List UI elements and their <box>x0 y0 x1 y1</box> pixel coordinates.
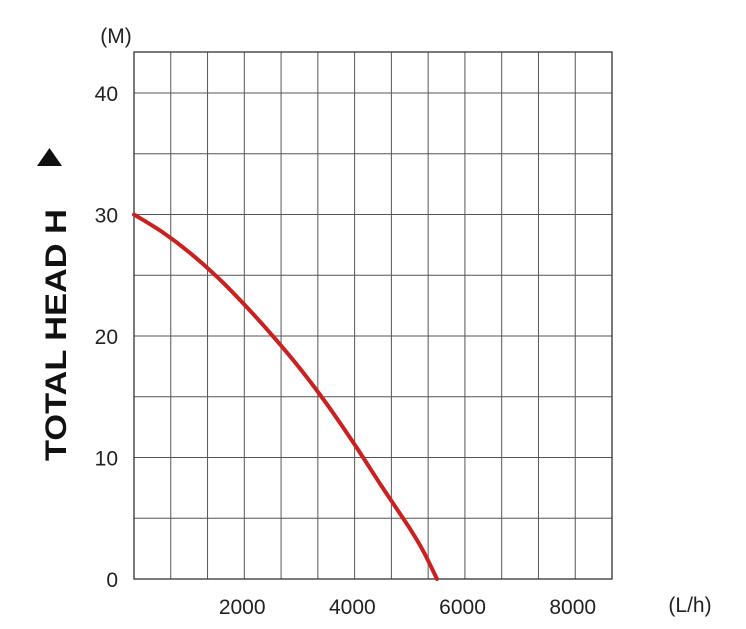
series-line <box>132 212 439 581</box>
y-axis-label: TOTAL HEAD H <box>40 209 73 461</box>
plot-frame <box>133 51 613 580</box>
x-tick-label: 8000 <box>549 596 596 619</box>
y-tick-label: 10 <box>95 448 118 471</box>
grid <box>134 51 612 579</box>
x-tick-labels: 2000 4000 6000 8000 <box>219 596 596 619</box>
y-tick-label: 40 <box>95 83 118 106</box>
y-axis-arrow-icon <box>37 148 62 166</box>
y-tick-label: 30 <box>95 205 118 228</box>
y-tick-labels: 0 10 20 30 40 <box>95 83 118 592</box>
x-tick-label: 2000 <box>219 596 266 619</box>
plot-border <box>133 51 613 580</box>
y-tick-label: 0 <box>106 569 118 592</box>
y-unit-label: (M) <box>100 25 131 48</box>
x-tick-label: 4000 <box>329 596 376 619</box>
x-tick-label: 6000 <box>439 596 486 619</box>
y-tick-label: 20 <box>95 326 118 349</box>
y-axis-title: TOTAL HEAD H <box>40 209 73 461</box>
x-unit-label: (L/h) <box>668 594 711 617</box>
